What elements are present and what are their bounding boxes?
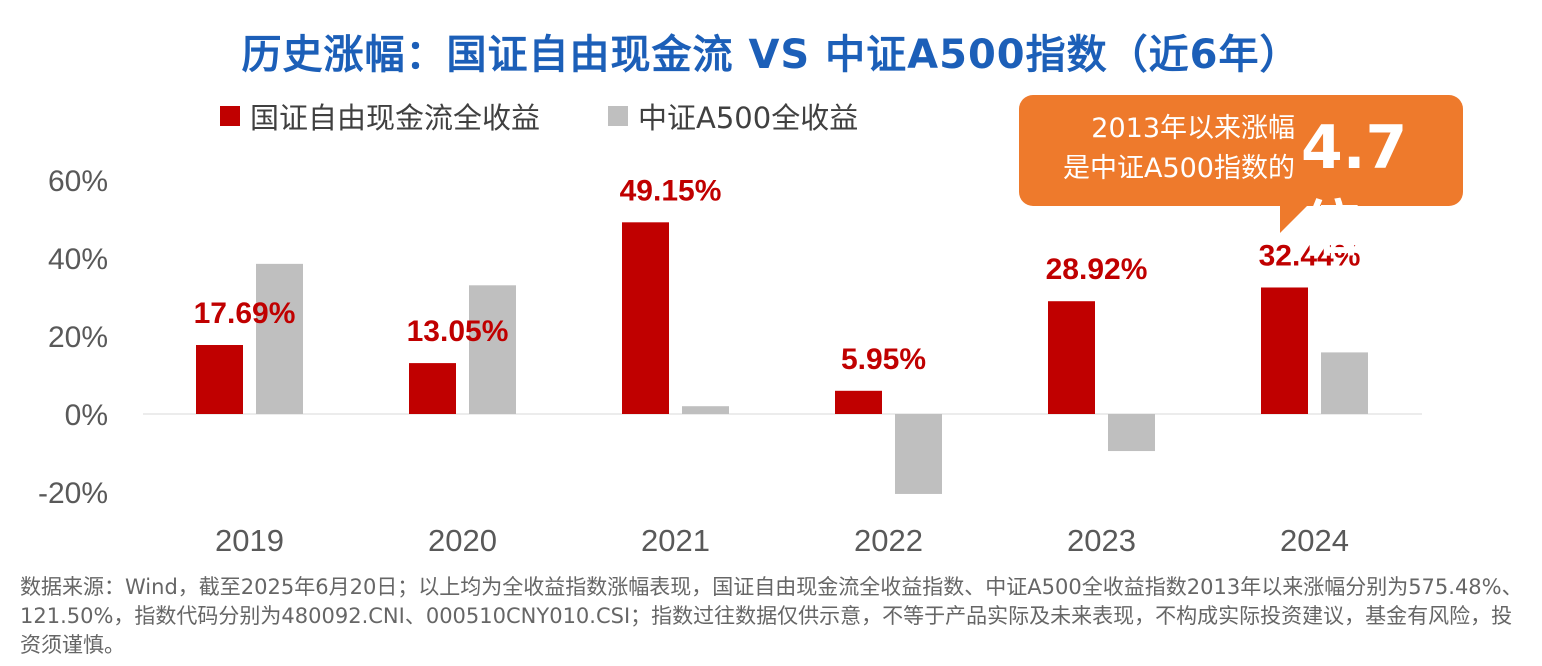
bar-series-b (895, 414, 942, 494)
y-tick-label: 0% (65, 399, 108, 432)
callout-box: 2013年以来涨幅 是中证A500指数的 4.7倍 (1019, 95, 1463, 265)
y-tick-label: 20% (48, 321, 108, 354)
x-tick-label: 2023 (1067, 523, 1136, 558)
callout-pointer (1280, 203, 1310, 233)
data-label-series-a: 32.44% (1259, 239, 1361, 272)
y-tick-label: 40% (48, 243, 108, 276)
bar-series-a (1048, 301, 1095, 414)
legend-label-series-a: 国证自由现金流全收益 (250, 101, 541, 135)
bar-series-a (622, 222, 669, 414)
callout-multiplier: 4.7倍 (1301, 113, 1408, 265)
x-tick-label: 2022 (854, 523, 923, 558)
bar-series-a (1261, 287, 1308, 414)
legend-swatch-series-a (220, 106, 240, 126)
legend-item-series-b: 中证A500全收益 (608, 95, 858, 137)
callout-text: 2013年以来涨幅 是中证A500指数的 (1027, 109, 1295, 189)
bar-series-b (469, 285, 516, 414)
x-tick-label: 2021 (641, 523, 710, 558)
legend-label-series-b: 中证A500全收益 (638, 101, 859, 135)
y-tick-label: 60% (48, 165, 108, 198)
x-tick-label: 2024 (1280, 523, 1349, 558)
callout-line-1: 2013年以来涨幅 (1091, 113, 1295, 144)
data-label-series-a: 17.69% (194, 297, 296, 330)
y-tick-label: -20% (38, 477, 108, 510)
legend-item-series-a: 国证自由现金流全收益 (220, 95, 540, 137)
bar-series-b (256, 263, 303, 414)
bar-series-b (1321, 352, 1368, 414)
legend-swatch-series-b (608, 106, 629, 126)
bar-series-a (835, 390, 882, 414)
data-label-series-a: 5.95% (841, 343, 926, 376)
data-label-series-a: 13.05% (407, 315, 509, 348)
callout-line-2: 是中证A500指数的 (1062, 153, 1295, 184)
bar-series-b (1108, 414, 1155, 452)
legend: 国证自由现金流全收益 中证A500全收益 (220, 96, 926, 136)
chart-title: 历史涨幅：国证自由现金流 VS 中证A500指数（近6年） (241, 32, 1301, 78)
bar-chart: 60% 40% 20% 0% -20% 17.69% 2019 13.05% 2020 49.15… (38, 165, 1422, 558)
bar-series-b (682, 406, 729, 414)
data-label-series-a: 49.15% (620, 174, 722, 207)
x-tick-label: 2019 (215, 523, 284, 558)
footnote: 数据来源：Wind，截至2025年6月20日；以上均为全收益指数涨幅表现，国证自… (20, 575, 1523, 657)
bar-series-a (409, 363, 456, 414)
data-label-series-a: 28.92% (1046, 253, 1148, 286)
bar-series-a (196, 345, 243, 414)
x-tick-label: 2020 (428, 523, 497, 558)
